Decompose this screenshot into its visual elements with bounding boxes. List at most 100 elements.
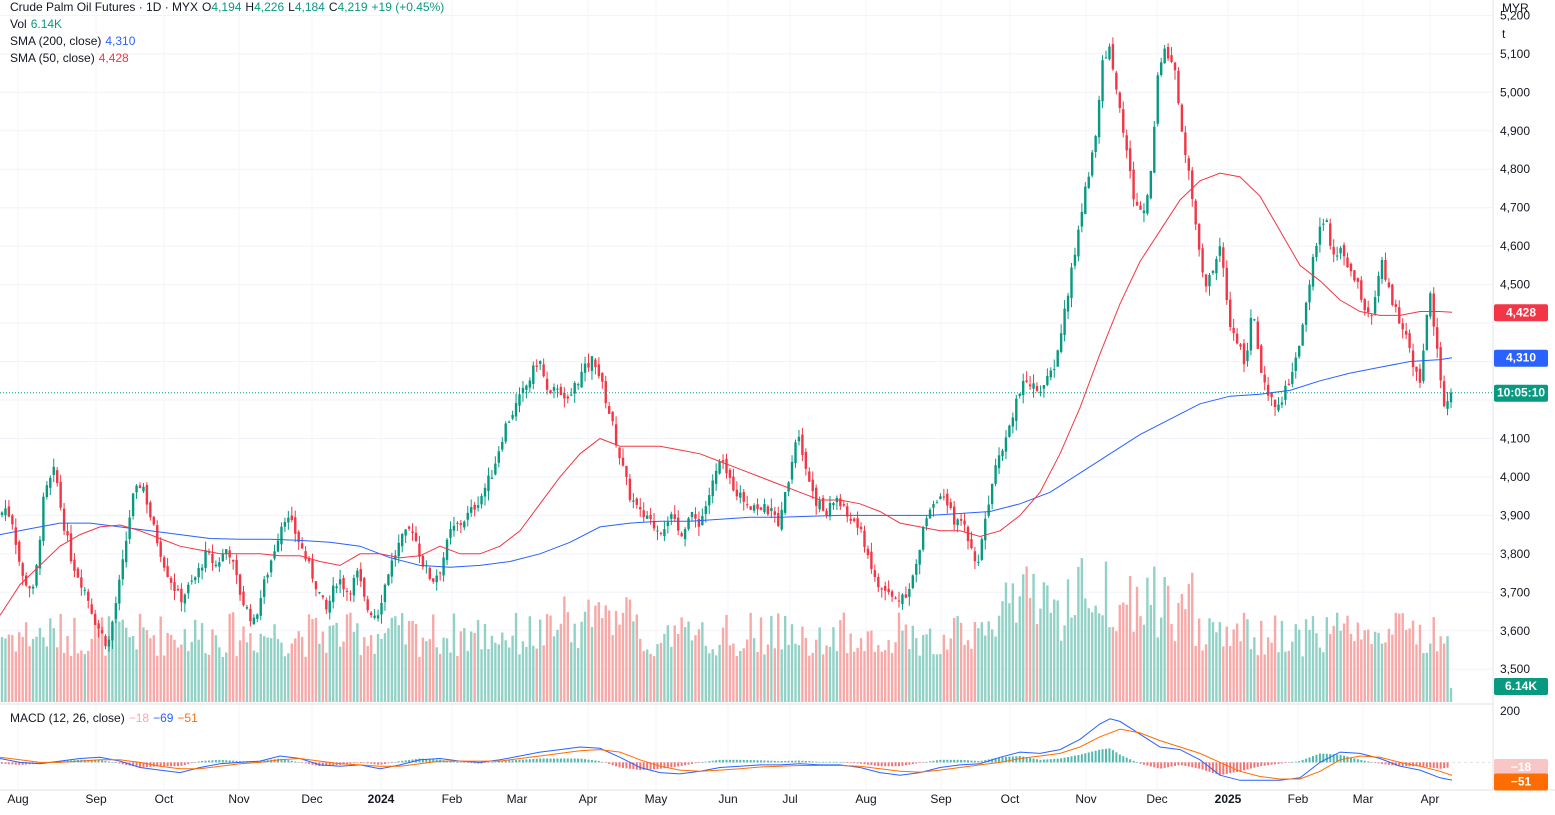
volume-bar — [1208, 618, 1211, 702]
candle-body — [397, 542, 400, 557]
macd-hist-bar — [891, 762, 894, 767]
macd-hist-bar — [470, 762, 473, 764]
macd-hist-bar — [1025, 757, 1028, 763]
candle-body — [1180, 104, 1184, 132]
candle-body — [877, 576, 880, 588]
macd-hist-bar — [521, 759, 524, 763]
volume-bar — [363, 637, 366, 702]
candle-body — [118, 579, 121, 604]
candle-body — [1053, 369, 1056, 371]
candle-body — [1404, 331, 1408, 335]
volume-bar — [390, 617, 394, 702]
candle-body — [1432, 293, 1435, 327]
volume-bar — [576, 647, 580, 702]
candle-body — [1032, 383, 1035, 389]
macd-hist-bar — [142, 762, 145, 768]
candle-body — [42, 496, 45, 542]
candle-body — [1111, 44, 1115, 70]
volume-bar — [100, 617, 104, 702]
macd-hist-bar — [1436, 762, 1439, 769]
macd-axis[interactable]: 200 — [1500, 704, 1520, 718]
macd-hist-bar — [732, 759, 735, 763]
macd-hist-bar — [597, 760, 600, 763]
volume-bar — [818, 627, 821, 702]
macd-hist-bar — [625, 762, 628, 769]
candle-body — [1156, 75, 1159, 124]
macd-hist-bar — [970, 760, 973, 763]
volume-bar — [1118, 604, 1121, 702]
volume-bar — [473, 632, 476, 702]
candle-body — [107, 639, 111, 647]
volume-bar — [135, 649, 138, 702]
macd-hist-bar — [1374, 762, 1377, 763]
symbol-name[interactable]: Crude Palm Oil Futures · 1D · MYX — [10, 0, 199, 14]
candle-body — [1122, 109, 1125, 133]
time-tick-label: Nov — [228, 792, 249, 806]
candle-body — [1211, 270, 1215, 273]
candle-body — [535, 365, 538, 367]
sma50-value: 4,428 — [98, 51, 129, 65]
currency-label[interactable]: MYR — [1502, 1, 1529, 15]
volume-bar — [866, 631, 870, 702]
sma200-legend[interactable]: SMA (200, close) 4,310 — [10, 33, 139, 50]
volume-tag-bg — [1494, 678, 1548, 695]
macd-hist-bar — [1329, 754, 1332, 763]
volume-bar — [314, 617, 318, 702]
macd-legend[interactable]: MACD (12, 26, close) −18 −69 −51 — [10, 710, 202, 727]
volume-bar — [1356, 622, 1360, 702]
volume-bar — [383, 633, 387, 702]
sma50-legend[interactable]: SMA (50, close) 4,428 — [10, 50, 133, 67]
volume-bar — [990, 629, 994, 702]
candle-body — [570, 394, 573, 396]
volume-legend[interactable]: Vol 6.14K — [10, 16, 66, 33]
macd-hist-bar — [321, 762, 324, 767]
macd-hist-bar — [763, 760, 766, 763]
candle-body — [238, 574, 242, 595]
candle-body — [194, 577, 197, 581]
macd-hist-bar — [770, 760, 773, 763]
macd-hist-bar — [549, 758, 552, 763]
candle-body — [1249, 317, 1253, 351]
candle-body — [183, 594, 187, 604]
volume-bar — [590, 627, 594, 702]
candle-body — [625, 465, 628, 477]
time-axis[interactable]: Aug Sep Oct Nov Dec 2024 Feb Mar Apr May Jun Jul Aug… — [0, 789, 1555, 806]
volume-bar — [618, 624, 621, 702]
volume-bar — [552, 636, 556, 702]
candle-body — [1325, 220, 1328, 223]
volume-bar — [1132, 631, 1135, 702]
candle-body — [566, 396, 569, 399]
candle-body — [93, 613, 97, 625]
candle-body — [818, 500, 821, 510]
candle-body — [45, 485, 49, 498]
candle-body — [280, 526, 283, 545]
macd-hist-bar — [684, 762, 687, 766]
macd-hist-bar — [822, 761, 825, 763]
macd-hist-bar — [1053, 758, 1056, 763]
volume-bar — [114, 613, 118, 702]
macd-hist-bar — [1136, 762, 1139, 763]
macd-hist-bar — [1222, 762, 1225, 775]
volume-bar — [1360, 639, 1363, 702]
macd-hist-bar — [777, 761, 780, 763]
macd-hist-bar — [1339, 754, 1342, 763]
sma200-value: 4,310 — [105, 34, 136, 48]
candle-body — [1059, 333, 1063, 352]
volume-bar — [545, 614, 549, 702]
macd-hist-bar — [618, 762, 621, 768]
macd-hist-bar — [1125, 757, 1128, 763]
candle-body — [670, 514, 673, 519]
candle-body — [1370, 315, 1373, 317]
macd-hist-bar — [911, 762, 914, 765]
volume-bar — [1039, 608, 1042, 702]
unit-label[interactable]: t — [1502, 27, 1506, 41]
candle-body — [235, 559, 238, 576]
volume-bar — [452, 613, 456, 702]
candle-body — [1153, 126, 1156, 173]
volume-bar — [214, 635, 218, 702]
candle-body — [656, 530, 659, 532]
volume-bar — [518, 654, 521, 702]
macd-hist-bar — [449, 761, 452, 763]
macd-hist-bar — [687, 762, 690, 765]
